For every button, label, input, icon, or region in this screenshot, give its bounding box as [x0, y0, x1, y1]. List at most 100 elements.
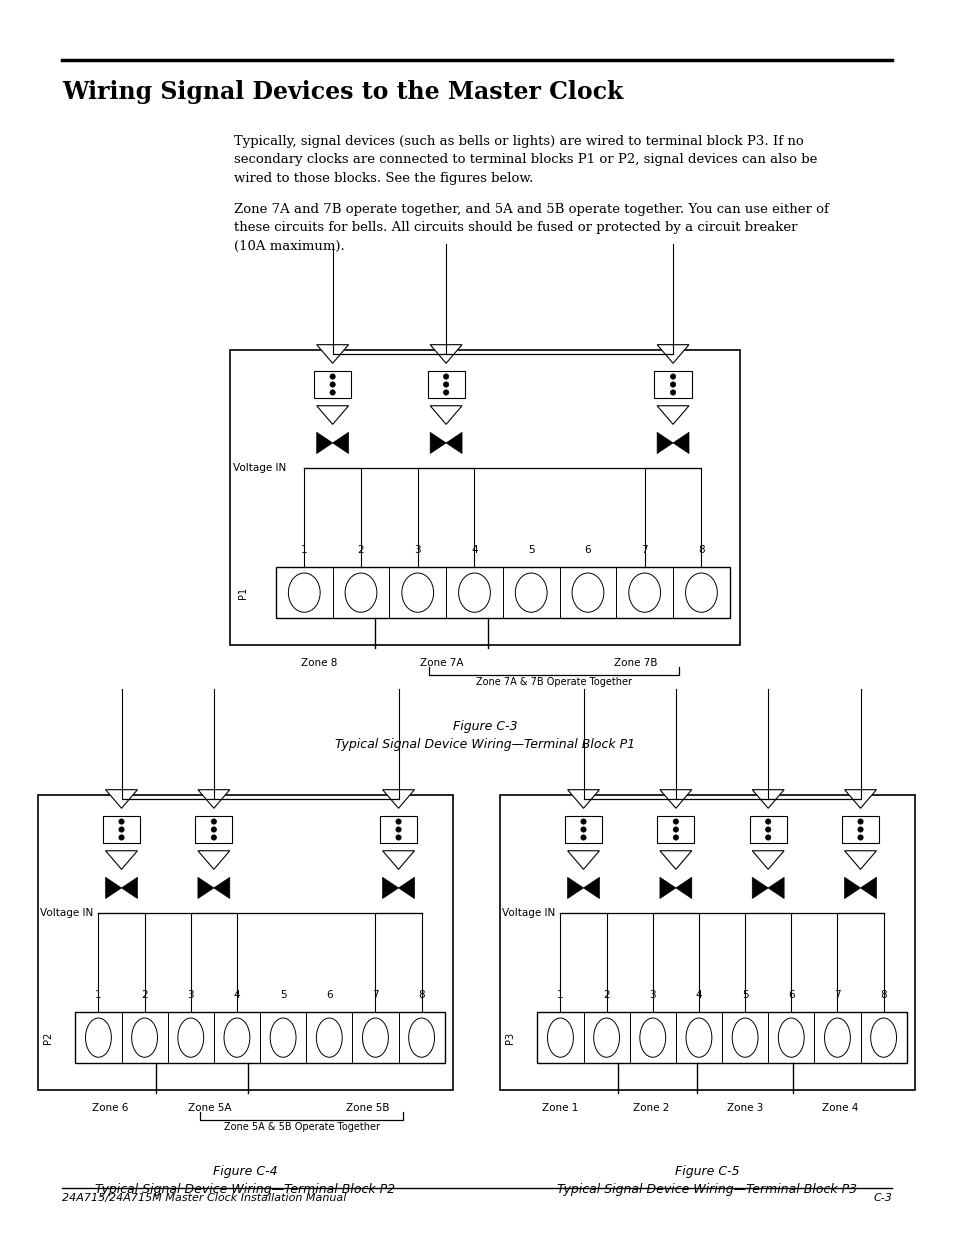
Circle shape [673, 819, 678, 824]
Bar [275, 567, 729, 619]
Text: Zone 7A: Zone 7A [419, 658, 463, 668]
Polygon shape [657, 345, 688, 363]
Circle shape [857, 819, 862, 824]
Ellipse shape [731, 1018, 758, 1057]
Text: 2: 2 [141, 990, 148, 1000]
Bar [654, 372, 691, 398]
Text: Zone 5B: Zone 5B [346, 1103, 389, 1113]
Ellipse shape [870, 1018, 896, 1057]
Text: Zone 3: Zone 3 [726, 1103, 762, 1113]
Text: Typical Signal Device Wiring—Terminal Block P2: Typical Signal Device Wiring—Terminal Bl… [95, 1183, 395, 1195]
Text: 6: 6 [787, 990, 794, 1000]
Circle shape [443, 374, 448, 379]
Circle shape [119, 827, 124, 832]
Circle shape [395, 819, 401, 824]
Text: 4: 4 [695, 990, 701, 1000]
Polygon shape [197, 877, 213, 899]
Text: 2: 2 [602, 990, 609, 1000]
Circle shape [580, 827, 585, 832]
Polygon shape [106, 851, 137, 869]
Circle shape [443, 382, 448, 387]
Ellipse shape [86, 1018, 112, 1057]
Text: Zone 8: Zone 8 [301, 658, 337, 668]
Ellipse shape [270, 1018, 295, 1057]
Circle shape [395, 827, 401, 832]
Circle shape [673, 835, 678, 840]
Circle shape [330, 390, 335, 395]
Text: P3: P3 [505, 1031, 515, 1044]
Text: Zone 7B: Zone 7B [613, 658, 657, 668]
Circle shape [670, 382, 675, 387]
Polygon shape [197, 851, 230, 869]
Circle shape [211, 827, 216, 832]
Text: Zone 5A & 5B Operate Together: Zone 5A & 5B Operate Together [223, 1123, 379, 1132]
Polygon shape [673, 432, 688, 453]
Text: 3: 3 [187, 990, 193, 1000]
Polygon shape [446, 432, 461, 453]
Bar [230, 350, 740, 645]
Text: Voltage IN: Voltage IN [233, 463, 286, 473]
Text: Typically, signal devices (such as bells or lights) are wired to terminal block : Typically, signal devices (such as bells… [233, 135, 817, 185]
Polygon shape [659, 877, 675, 899]
Text: 6: 6 [326, 990, 333, 1000]
Text: 3: 3 [414, 545, 420, 555]
Ellipse shape [316, 1018, 342, 1057]
Circle shape [119, 819, 124, 824]
Circle shape [443, 390, 448, 395]
Bar [314, 372, 351, 398]
Ellipse shape [572, 573, 603, 613]
Polygon shape [398, 877, 414, 899]
Polygon shape [121, 877, 137, 899]
Text: Figure C-5: Figure C-5 [675, 1165, 739, 1178]
Ellipse shape [685, 1018, 711, 1057]
Polygon shape [316, 432, 333, 453]
Text: Figure C-4: Figure C-4 [213, 1165, 277, 1178]
Polygon shape [213, 877, 230, 899]
Polygon shape [567, 877, 583, 899]
Circle shape [673, 827, 678, 832]
Polygon shape [860, 877, 876, 899]
Text: 5: 5 [527, 545, 534, 555]
Ellipse shape [628, 573, 659, 613]
Ellipse shape [778, 1018, 803, 1057]
Ellipse shape [639, 1018, 665, 1057]
Polygon shape [430, 432, 446, 453]
Text: 4: 4 [471, 545, 477, 555]
Circle shape [330, 382, 335, 387]
Text: P2: P2 [43, 1031, 53, 1044]
Polygon shape [752, 877, 767, 899]
Bar [379, 816, 416, 842]
Ellipse shape [345, 573, 376, 613]
Polygon shape [843, 851, 876, 869]
Polygon shape [843, 877, 860, 899]
Text: 7: 7 [640, 545, 647, 555]
Ellipse shape [288, 573, 320, 613]
Text: 6: 6 [584, 545, 591, 555]
Ellipse shape [401, 573, 434, 613]
Ellipse shape [823, 1018, 849, 1057]
Text: P1: P1 [237, 587, 248, 599]
Bar [195, 816, 233, 842]
Polygon shape [657, 406, 688, 425]
Circle shape [764, 835, 770, 840]
Text: Figure C-3: Figure C-3 [453, 720, 517, 734]
Circle shape [211, 835, 216, 840]
Bar [499, 795, 914, 1091]
Ellipse shape [593, 1018, 618, 1057]
Text: 5: 5 [741, 990, 748, 1000]
Bar [749, 816, 786, 842]
Polygon shape [752, 851, 783, 869]
Polygon shape [843, 789, 876, 808]
Polygon shape [567, 851, 598, 869]
Ellipse shape [362, 1018, 388, 1057]
Circle shape [330, 374, 335, 379]
Circle shape [764, 819, 770, 824]
Text: Wiring Signal Devices to the Master Clock: Wiring Signal Devices to the Master Cloc… [62, 80, 622, 104]
Text: 7: 7 [372, 990, 378, 1000]
Text: 24A715/24A715M Master Clock Installation Manual: 24A715/24A715M Master Clock Installation… [62, 1193, 346, 1203]
Text: 4: 4 [233, 990, 240, 1000]
Polygon shape [382, 789, 414, 808]
Text: 5: 5 [279, 990, 286, 1000]
Circle shape [580, 819, 585, 824]
Text: Voltage IN: Voltage IN [501, 908, 555, 918]
